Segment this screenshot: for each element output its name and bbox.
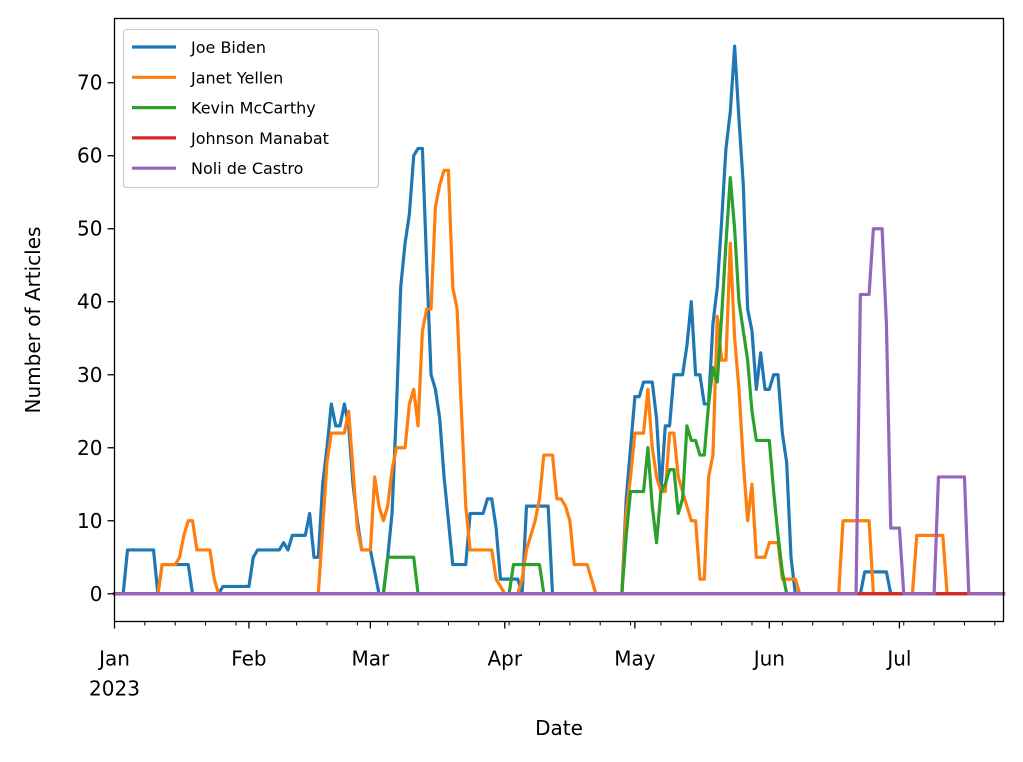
legend-label-noli-de-castro: Noli de Castro <box>191 159 303 178</box>
y-axis: 0 10 20 30 40 50 60 70 <box>77 71 115 606</box>
series-line-janet-yellen <box>112 168 1006 596</box>
y-tick-label-30: 30 <box>77 363 102 387</box>
series-line-kevin-mccarthy <box>112 176 1006 596</box>
y-tick-label-70: 70 <box>77 71 102 95</box>
x-tick-label-mar: Mar <box>351 647 390 671</box>
x-tick-label-may: May <box>614 647 656 671</box>
legend: Joe Biden Janet Yellen Kevin McCarthy Johns… <box>122 28 380 189</box>
x-axis-label: Date <box>535 716 583 740</box>
x-tick-sublabel: 2023 <box>89 677 140 701</box>
legend-label-joe-biden: Joe Biden <box>190 38 266 57</box>
x-tick-label-apr: Apr <box>487 647 522 671</box>
series-line-joe-biden <box>112 44 1006 596</box>
y-tick-label-40: 40 <box>77 290 102 314</box>
plot-frame <box>113 17 1005 623</box>
series-line-noli-de-castro <box>112 227 1006 596</box>
y-tick-label-60: 60 <box>77 144 102 168</box>
x-tick-label-feb: Feb <box>231 647 266 671</box>
legend-label-johnson-manabat: Johnson Manabat <box>190 129 329 148</box>
legend-label-janet-yellen: Janet Yellen <box>190 68 283 87</box>
y-tick-label-10: 10 <box>77 509 102 533</box>
x-tick-label-jan: Jan <box>97 647 130 671</box>
y-axis-label: Number of Articles <box>21 227 45 414</box>
y-tick-label-0: 0 <box>90 582 103 606</box>
x-axis: Jan 2023 Feb Mar Apr May Jun Jul <box>89 621 996 701</box>
y-tick-label-20: 20 <box>77 436 102 460</box>
x-tick-label-jul: Jul <box>885 647 911 671</box>
series-layer <box>112 44 1006 596</box>
legend-label-kevin-mccarthy: Kevin McCarthy <box>191 99 316 118</box>
legend-box <box>122 28 380 189</box>
y-tick-label-50: 50 <box>77 217 102 241</box>
x-tick-label-jun: Jun <box>752 647 785 671</box>
